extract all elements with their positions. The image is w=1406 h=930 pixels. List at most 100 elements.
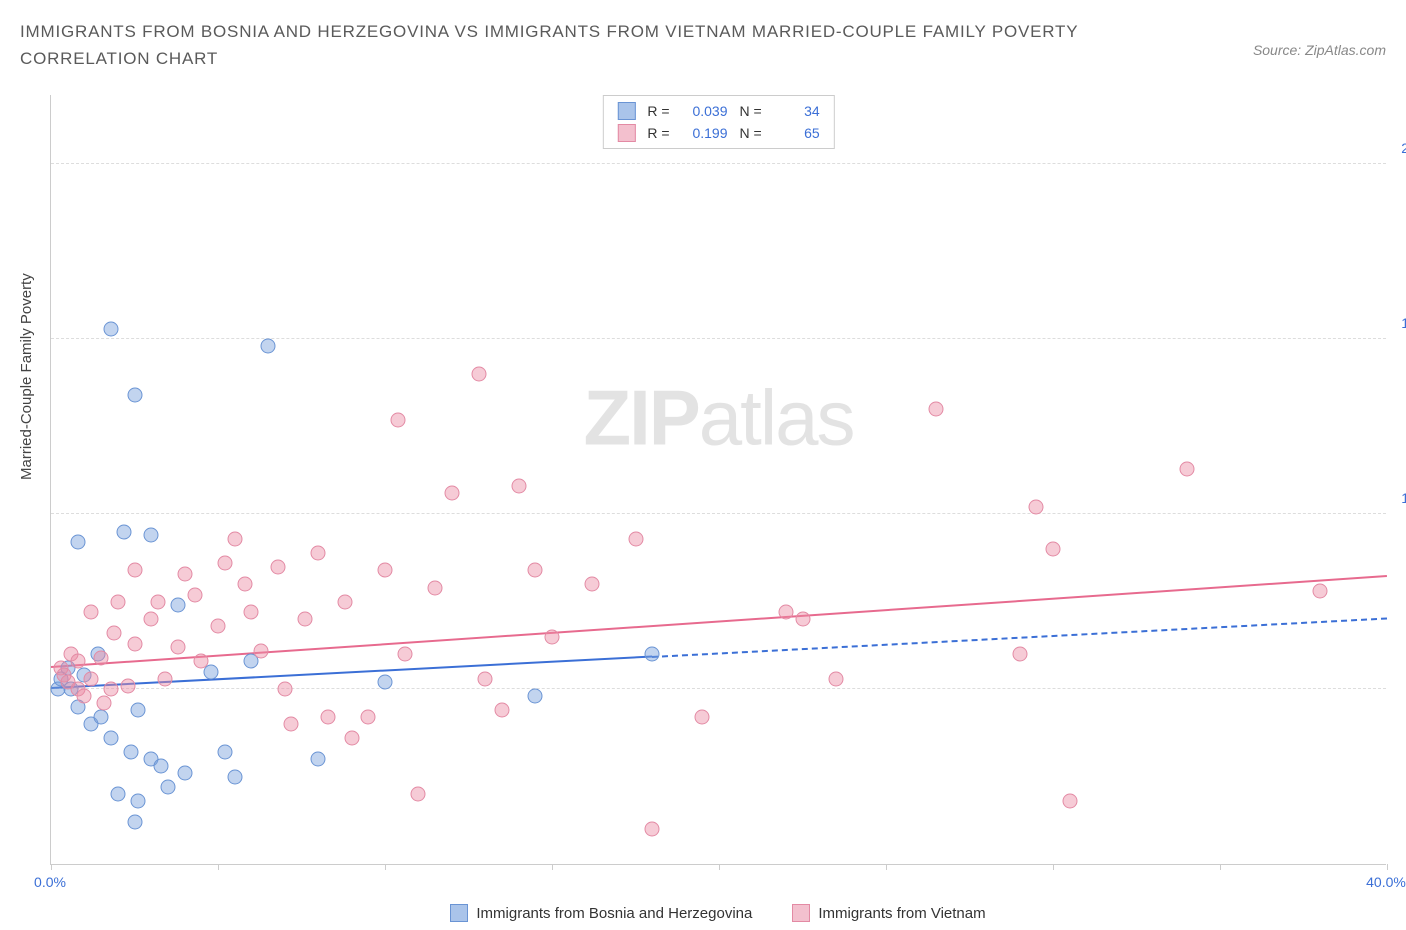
legend-item-vietnam: Immigrants from Vietnam xyxy=(792,904,985,922)
data-point xyxy=(104,321,119,336)
data-point xyxy=(127,636,142,651)
r-value-bosnia: 0.039 xyxy=(682,103,728,119)
data-point xyxy=(117,524,132,539)
x-tick-label: 0.0% xyxy=(34,874,66,890)
data-point xyxy=(585,577,600,592)
data-point xyxy=(311,752,326,767)
data-point xyxy=(261,339,276,354)
gridline xyxy=(51,513,1386,514)
swatch-bosnia xyxy=(617,102,635,120)
data-point xyxy=(150,594,165,609)
data-point xyxy=(271,559,286,574)
x-tick xyxy=(1220,864,1221,870)
x-tick xyxy=(1053,864,1054,870)
data-point xyxy=(471,367,486,382)
data-point xyxy=(104,682,119,697)
correlation-stats-box: R = 0.039 N = 34 R = 0.199 N = 65 xyxy=(602,95,834,149)
r-label: R = xyxy=(647,103,669,119)
x-tick xyxy=(385,864,386,870)
data-point xyxy=(494,703,509,718)
data-point xyxy=(170,598,185,613)
data-point xyxy=(211,619,226,634)
swatch-vietnam xyxy=(617,124,635,142)
data-point xyxy=(160,780,175,795)
n-label: N = xyxy=(740,125,762,141)
x-tick xyxy=(719,864,720,870)
data-point xyxy=(107,626,122,641)
data-point xyxy=(127,388,142,403)
x-tick-label: 40.0% xyxy=(1366,874,1406,890)
data-point xyxy=(217,556,232,571)
data-point xyxy=(94,710,109,725)
n-label: N = xyxy=(740,103,762,119)
data-point xyxy=(297,612,312,627)
data-point xyxy=(130,794,145,809)
data-point xyxy=(1029,500,1044,515)
data-point xyxy=(170,640,185,655)
swatch-vietnam xyxy=(792,904,810,922)
y-tick-label: 20.0% xyxy=(1401,140,1406,156)
gridline xyxy=(51,338,1386,339)
data-point xyxy=(378,675,393,690)
data-point xyxy=(778,605,793,620)
data-point xyxy=(1046,542,1061,557)
data-point xyxy=(254,643,269,658)
data-point xyxy=(1313,584,1328,599)
data-point xyxy=(144,528,159,543)
swatch-bosnia xyxy=(450,904,468,922)
r-value-vietnam: 0.199 xyxy=(682,125,728,141)
x-tick xyxy=(1387,864,1388,870)
stats-row-vietnam: R = 0.199 N = 65 xyxy=(617,124,819,142)
data-point xyxy=(321,710,336,725)
data-point xyxy=(120,678,135,693)
r-label: R = xyxy=(647,125,669,141)
n-value-vietnam: 65 xyxy=(774,125,820,141)
data-point xyxy=(795,612,810,627)
data-point xyxy=(177,566,192,581)
data-point xyxy=(70,535,85,550)
data-point xyxy=(70,654,85,669)
data-point xyxy=(110,787,125,802)
data-point xyxy=(528,689,543,704)
series-legend: Immigrants from Bosnia and Herzegovina I… xyxy=(50,904,1386,922)
chart-plot-area: ZIPatlas R = 0.039 N = 34 R = 0.199 N = … xyxy=(50,95,1386,865)
data-point xyxy=(177,766,192,781)
y-axis-label: Married-Couple Family Poverty xyxy=(18,273,35,480)
data-point xyxy=(187,587,202,602)
data-point xyxy=(391,412,406,427)
data-point xyxy=(411,787,426,802)
x-tick xyxy=(51,864,52,870)
chart-title: IMMIGRANTS FROM BOSNIA AND HERZEGOVINA V… xyxy=(20,18,1120,72)
data-point xyxy=(645,647,660,662)
data-point xyxy=(361,710,376,725)
data-point xyxy=(337,594,352,609)
data-point xyxy=(695,710,710,725)
data-point xyxy=(1062,794,1077,809)
y-tick-label: 15.0% xyxy=(1401,315,1406,331)
legend-item-bosnia: Immigrants from Bosnia and Herzegovina xyxy=(450,904,752,922)
data-point xyxy=(130,703,145,718)
data-point xyxy=(528,563,543,578)
data-point xyxy=(217,745,232,760)
data-point xyxy=(77,689,92,704)
data-point xyxy=(127,563,142,578)
data-point xyxy=(84,605,99,620)
data-point xyxy=(154,759,169,774)
data-point xyxy=(1012,647,1027,662)
watermark: ZIPatlas xyxy=(583,372,853,463)
data-point xyxy=(628,531,643,546)
data-point xyxy=(237,577,252,592)
data-point xyxy=(124,745,139,760)
data-point xyxy=(545,629,560,644)
data-point xyxy=(144,612,159,627)
data-point xyxy=(277,682,292,697)
legend-label-bosnia: Immigrants from Bosnia and Herzegovina xyxy=(476,905,752,922)
data-point xyxy=(127,815,142,830)
data-point xyxy=(194,654,209,669)
gridline xyxy=(51,688,1386,689)
data-point xyxy=(97,696,112,711)
data-point xyxy=(84,671,99,686)
data-point xyxy=(428,580,443,595)
gridline xyxy=(51,163,1386,164)
n-value-bosnia: 34 xyxy=(774,103,820,119)
